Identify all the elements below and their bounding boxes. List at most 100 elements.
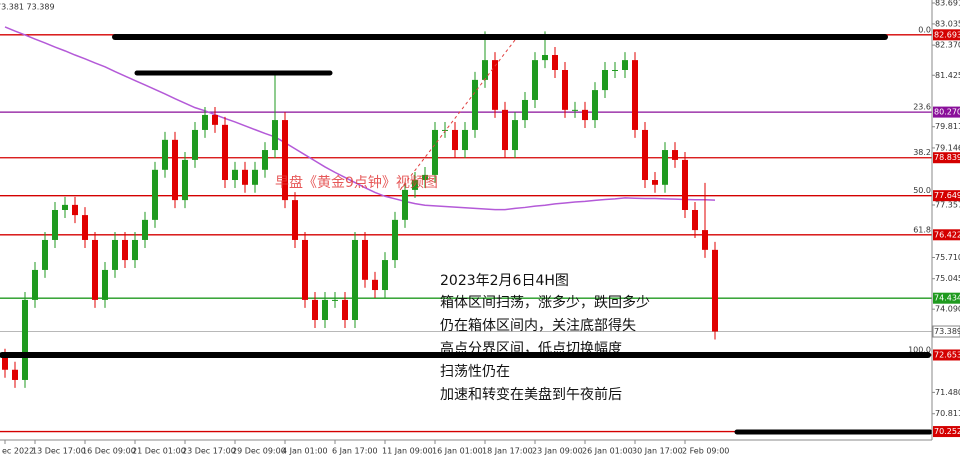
- candle-body: [352, 239, 358, 321]
- candle-body: [222, 124, 228, 181]
- annotation-line: 仍在箱体区间内，关注底部得失: [440, 317, 636, 334]
- candle-body: [202, 114, 208, 130]
- candle-body: [502, 109, 508, 151]
- candle-body: [532, 60, 538, 100]
- x-tick-label: 4 Jan 01:00: [282, 447, 328, 456]
- x-tick-label: ec 2022: [2, 447, 34, 456]
- fib-label: 38.2: [913, 148, 931, 157]
- x-tick-label: 11 Jan 09:00: [382, 447, 433, 456]
- candle-body: [192, 129, 198, 160]
- moving-average: [4, 26, 716, 211]
- candle-body: [262, 150, 268, 170]
- annotation-line: 加速和转变在美盘到午夜前后: [440, 386, 622, 403]
- candle-body: [642, 129, 648, 181]
- x-tick-label: 23 Dec 17:00: [182, 447, 236, 456]
- level-label: 77.649: [934, 191, 960, 200]
- level-label: 70.252: [934, 427, 960, 436]
- candle-body: [392, 219, 398, 261]
- candles-layer: [2, 26, 718, 388]
- fib-label: 50.0: [913, 186, 931, 195]
- candle-body: [562, 69, 568, 110]
- header-text: 73.381 73.389: [0, 3, 55, 12]
- candle-body: [132, 239, 138, 261]
- candle-body: [362, 239, 368, 280]
- annotation-line: 2023年2月6日4H图: [440, 273, 569, 289]
- level-label: 76.422: [934, 230, 960, 239]
- drawn-lines: [0, 34, 933, 435]
- level-label-box: [933, 152, 960, 164]
- candle-body: [492, 60, 498, 110]
- x-tick-label: 2 Feb 09:00: [682, 447, 729, 456]
- fib-label: 100.0: [908, 345, 931, 354]
- current-price-box: [932, 325, 960, 338]
- level-label: 82.693: [934, 30, 960, 39]
- candle-body: [182, 159, 188, 201]
- candle-body: [302, 239, 308, 300]
- candle-body: [612, 69, 618, 71]
- level-label-box: [933, 349, 960, 361]
- candle-body: [2, 356, 8, 370]
- candle-body: [462, 129, 468, 151]
- level-label: 78.839: [934, 153, 960, 162]
- candle-body: [582, 109, 588, 121]
- level-label-box: [933, 292, 960, 304]
- candle-body: [602, 69, 608, 91]
- candle-body: [332, 299, 338, 301]
- y-tick-label: 75.710: [935, 253, 960, 262]
- candle-body: [82, 215, 88, 240]
- candle-body: [252, 169, 258, 185]
- candle-body: [152, 169, 158, 220]
- candle-body: [712, 249, 718, 332]
- y-tick-label: 71.480: [935, 388, 960, 397]
- y-tick-label: 75.045: [935, 274, 960, 283]
- candle-body: [622, 60, 628, 70]
- candle-body: [552, 55, 558, 70]
- candle-body: [432, 129, 438, 175]
- candle-body: [122, 239, 128, 261]
- candle-body: [522, 99, 528, 121]
- candle-body: [162, 139, 168, 170]
- y-tick-label: 79.811: [935, 122, 960, 131]
- candle-body: [542, 55, 548, 61]
- candle-body: [412, 180, 418, 190]
- candle-body: [482, 60, 488, 80]
- candle-body: [702, 230, 708, 250]
- x-tick-label: 21 Dec 01:00: [132, 447, 186, 456]
- candle-body: [212, 114, 218, 125]
- candle-body: [592, 90, 598, 121]
- x-tick-label: 16 Dec 09:00: [82, 447, 136, 456]
- annotation-line: 箱体区间扫荡，涨多少，跌回多少: [440, 294, 650, 311]
- fib-label: 61.8: [913, 225, 931, 234]
- candle-body: [282, 120, 288, 201]
- candle-body: [662, 150, 668, 185]
- y-tick-label: 79.146: [935, 143, 960, 152]
- y-tick-label: 74.090: [935, 305, 960, 314]
- y-tick-label: 77.357: [935, 200, 960, 209]
- current-price-label: 73.389: [934, 327, 960, 336]
- candle-body: [32, 269, 38, 300]
- candle-body: [42, 239, 48, 270]
- fib-label: 23.6: [913, 103, 931, 112]
- candle-body: [322, 299, 328, 321]
- y-tick-label: 81.425: [935, 71, 960, 80]
- candle-body: [382, 260, 388, 291]
- x-tick-label: 23 Jan 09:00: [532, 447, 583, 456]
- level-label-box: [933, 29, 960, 41]
- candle-body: [472, 79, 478, 130]
- candle-body: [442, 129, 448, 131]
- y-tick-label: 70.811: [935, 409, 960, 418]
- candle-body: [102, 269, 108, 300]
- candle-body: [292, 200, 298, 240]
- candle-body: [72, 204, 78, 216]
- level-label-box: [933, 106, 960, 118]
- candle-body: [692, 209, 698, 231]
- fib-label: 0.0: [918, 25, 931, 34]
- candle-body: [52, 209, 58, 240]
- level-label: 80.270: [934, 108, 960, 117]
- watermark: 早盘《黄金9点钟》视频图: [275, 174, 438, 191]
- candle-body: [512, 120, 518, 151]
